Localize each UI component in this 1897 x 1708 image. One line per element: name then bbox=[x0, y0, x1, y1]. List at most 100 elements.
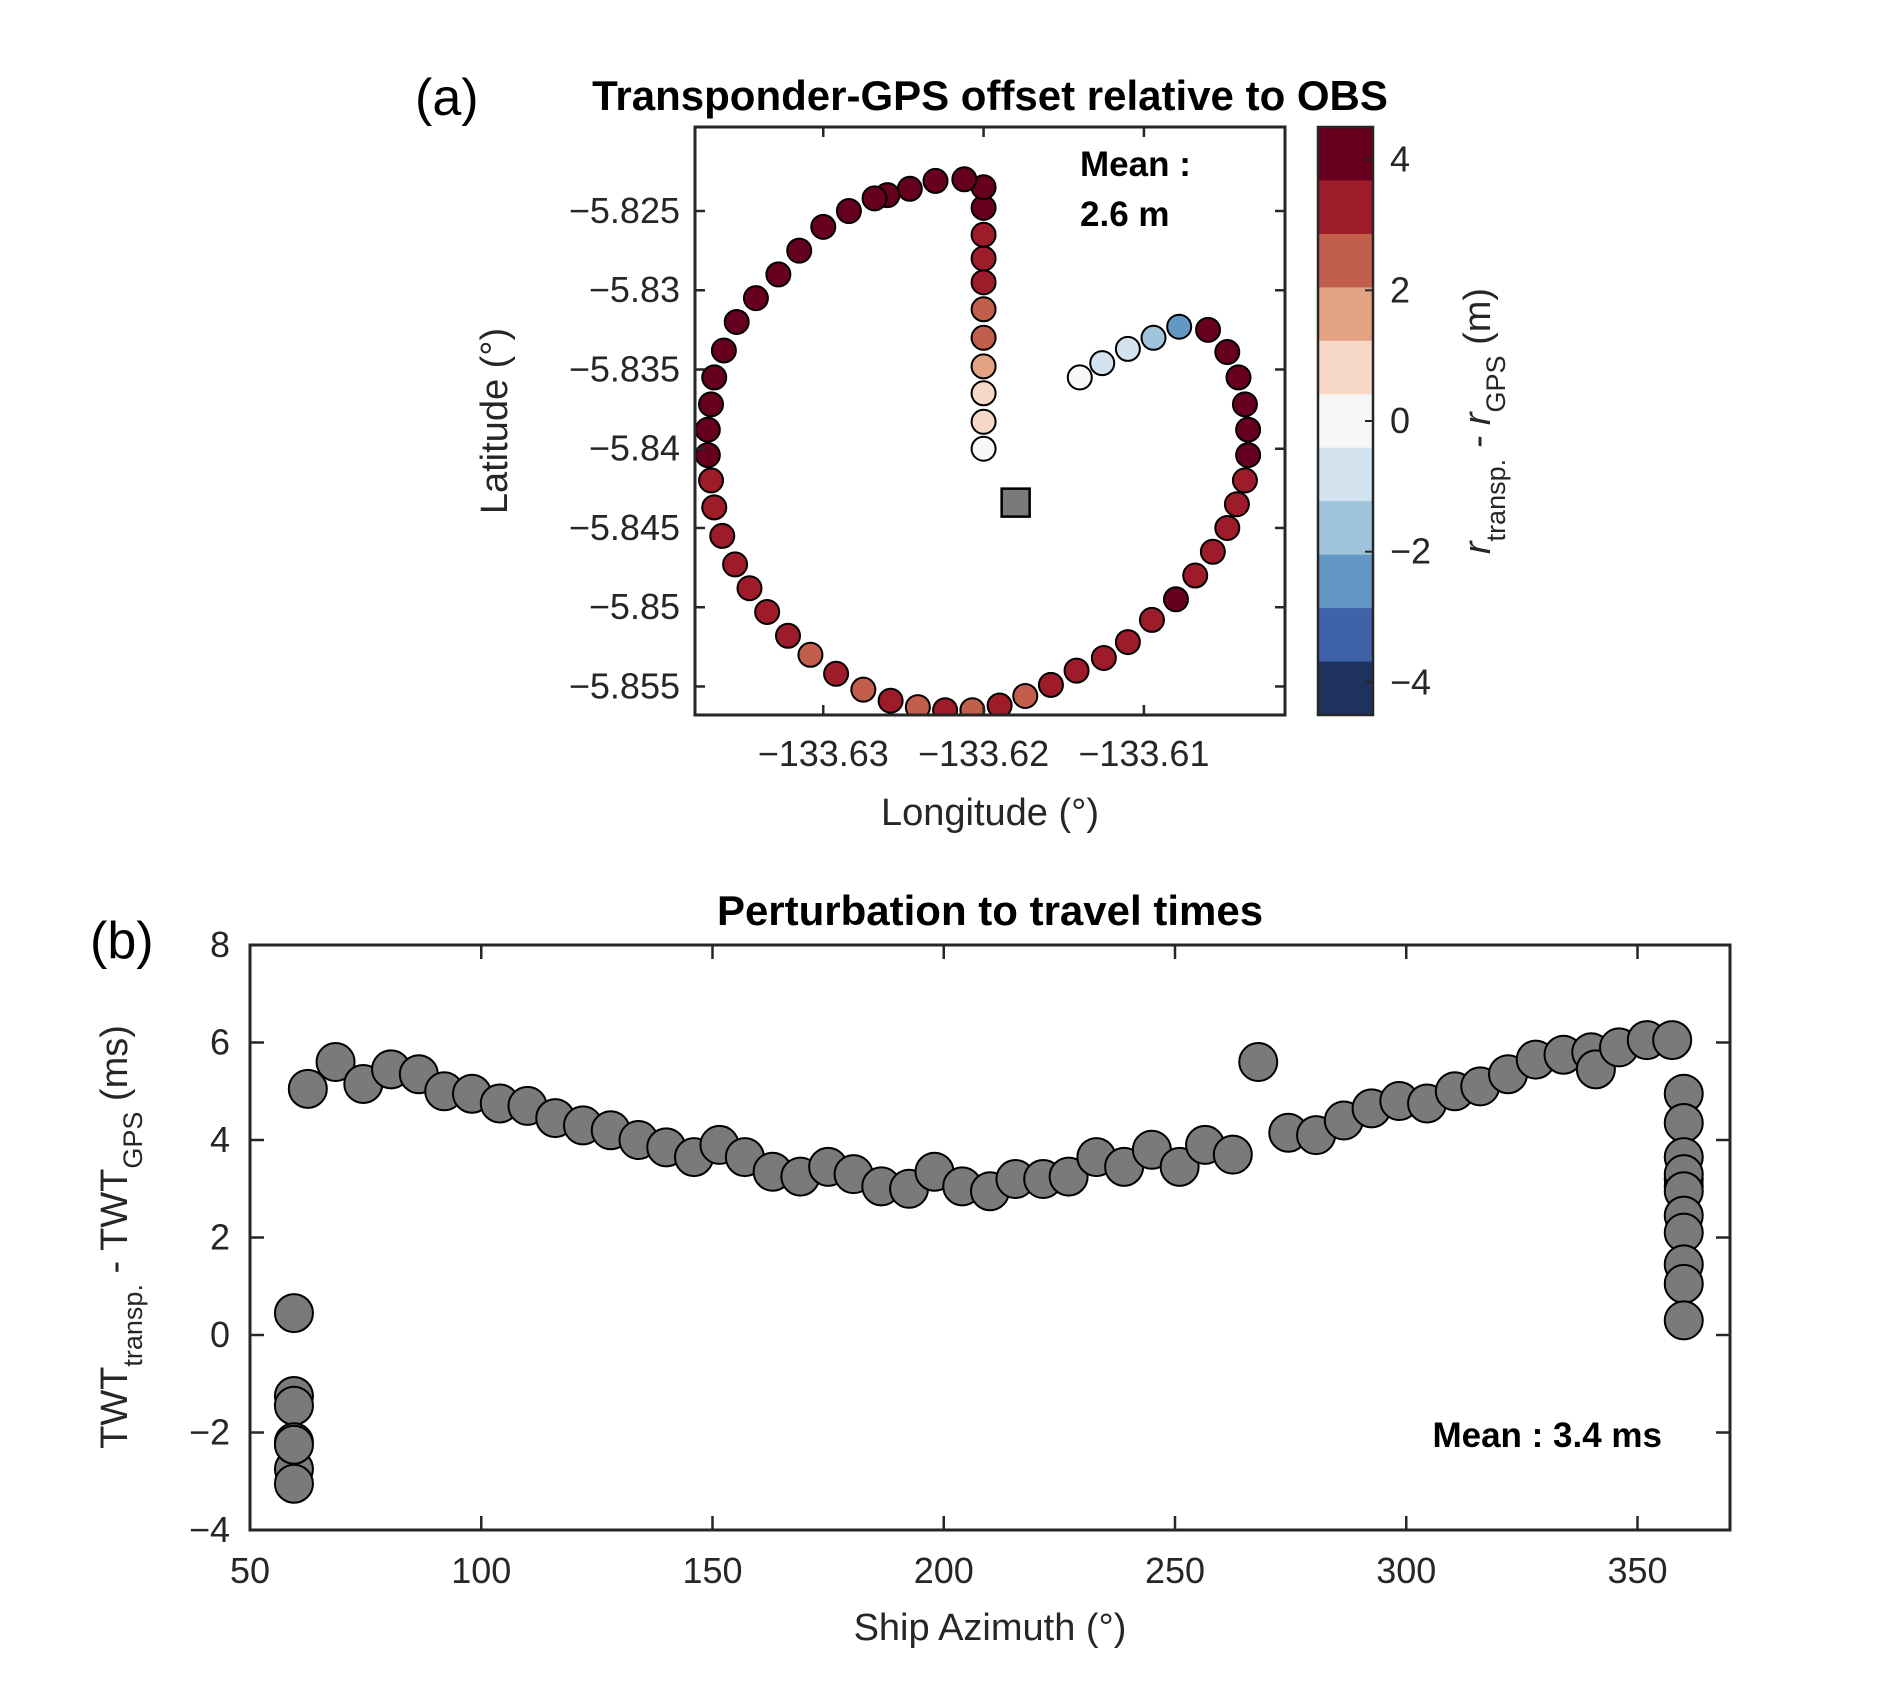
x-tick-label: 300 bbox=[1376, 1550, 1436, 1591]
data-point bbox=[1231, 467, 1258, 494]
data-point bbox=[1182, 562, 1209, 589]
colorbar-segment bbox=[1318, 661, 1373, 716]
x-tick-label: 200 bbox=[914, 1550, 974, 1591]
panel-b-mean-annotation: Mean : 3.4 ms bbox=[1432, 1416, 1662, 1455]
data-point bbox=[774, 622, 801, 649]
panel-a-mean-line2: 2.6 m bbox=[1080, 195, 1170, 234]
data-point bbox=[1663, 1102, 1704, 1143]
panel-a-x-ticks: −133.63 −133.62 −133.61 bbox=[758, 127, 1209, 774]
x-tick-label: 250 bbox=[1145, 1550, 1205, 1591]
x-tick-label: −133.63 bbox=[758, 733, 889, 774]
colorbar-segment bbox=[1318, 554, 1373, 609]
panel-b-y-label-unit: (ms) bbox=[94, 1025, 136, 1112]
data-point bbox=[1235, 416, 1262, 443]
data-point bbox=[1166, 313, 1193, 340]
x-tick-label: −133.62 bbox=[918, 733, 1049, 774]
data-point bbox=[970, 324, 997, 351]
data-point bbox=[970, 353, 997, 380]
data-point bbox=[922, 167, 949, 194]
data-point bbox=[786, 237, 813, 264]
data-point bbox=[896, 175, 923, 202]
panel-b-x-ticks: 50 100 150 200 250 300 350 bbox=[230, 945, 1668, 1591]
data-point bbox=[1089, 350, 1116, 377]
data-point bbox=[1114, 629, 1141, 656]
data-point bbox=[273, 1293, 314, 1334]
colorbar-segment bbox=[1318, 608, 1373, 663]
data-point bbox=[1235, 442, 1262, 469]
data-point bbox=[701, 494, 728, 521]
y-tick-label: −5.835 bbox=[569, 348, 680, 389]
panel-b-label: (b) bbox=[90, 912, 154, 970]
data-point bbox=[823, 660, 850, 687]
data-point bbox=[695, 442, 721, 469]
obs-marker bbox=[1000, 487, 1031, 518]
data-point bbox=[1223, 491, 1250, 518]
data-point bbox=[710, 337, 737, 364]
data-point bbox=[861, 185, 888, 212]
colorbar-tick-label: 4 bbox=[1390, 139, 1410, 180]
data-point bbox=[695, 416, 721, 443]
data-point bbox=[970, 296, 997, 323]
panel-b-y-axis-label: TWTtransp. - TWTGPS (ms) bbox=[94, 1025, 148, 1449]
data-point bbox=[877, 687, 904, 714]
y-tick-label: −2 bbox=[189, 1412, 230, 1453]
colorbar-label-mid: - r bbox=[1457, 411, 1499, 459]
data-point bbox=[1652, 1020, 1693, 1061]
data-point bbox=[287, 1068, 328, 1109]
data-point bbox=[1114, 335, 1141, 362]
y-tick-label: −5.845 bbox=[569, 507, 680, 548]
y-tick-label: −5.855 bbox=[569, 665, 680, 706]
colorbar-tick-label: 2 bbox=[1390, 269, 1410, 310]
data-point bbox=[1159, 1146, 1200, 1187]
data-point bbox=[742, 285, 769, 312]
data-point bbox=[970, 221, 997, 248]
data-point bbox=[765, 261, 792, 288]
colorbar-tick-label: 0 bbox=[1390, 400, 1410, 441]
data-point bbox=[986, 692, 1013, 715]
data-point bbox=[1214, 514, 1241, 541]
y-tick-label: −4 bbox=[189, 1509, 230, 1550]
data-point bbox=[1066, 364, 1093, 391]
panel-b-points bbox=[273, 1020, 1704, 1504]
panel-b-y-label-main: TWT bbox=[94, 1367, 136, 1449]
data-point bbox=[1663, 1263, 1704, 1304]
y-tick-label: −5.84 bbox=[589, 428, 680, 469]
y-tick-label: −5.825 bbox=[569, 190, 680, 231]
data-point bbox=[709, 522, 736, 549]
colorbar bbox=[1316, 125, 1375, 717]
data-point bbox=[1012, 682, 1039, 709]
colorbar-tick-label: −2 bbox=[1390, 531, 1431, 572]
data-point bbox=[1140, 324, 1167, 351]
y-tick-label: −5.83 bbox=[589, 269, 680, 310]
data-point bbox=[273, 1463, 314, 1504]
colorbar-segment bbox=[1318, 394, 1373, 449]
data-point bbox=[797, 641, 824, 668]
colorbar-label-unit: (m) bbox=[1457, 288, 1499, 356]
panel-a: (a) Transponder-GPS offset relative to O… bbox=[415, 69, 1511, 834]
data-point bbox=[315, 1042, 356, 1082]
panel-a-y-ticks: −5.825 −5.83 −5.835 −5.84 −5.845 −5.85 −5.855 bbox=[569, 190, 1285, 706]
data-point bbox=[970, 408, 997, 435]
data-point bbox=[970, 380, 997, 407]
x-tick-label: 100 bbox=[451, 1550, 511, 1591]
colorbar-segment bbox=[1318, 340, 1373, 395]
data-point bbox=[1212, 1134, 1253, 1175]
data-point bbox=[1048, 1156, 1089, 1197]
data-point bbox=[970, 245, 997, 272]
data-point bbox=[1037, 671, 1064, 698]
y-tick-label: 6 bbox=[210, 1022, 230, 1063]
data-point bbox=[1138, 606, 1165, 633]
y-tick-label: 8 bbox=[210, 924, 230, 965]
panel-a-y-axis-label: Latitude (°) bbox=[474, 328, 516, 514]
panel-b-x-axis-label: Ship Azimuth (°) bbox=[854, 1607, 1127, 1649]
data-point bbox=[273, 1385, 314, 1426]
colorbar-segment bbox=[1318, 287, 1373, 342]
colorbar-segment bbox=[1318, 127, 1373, 181]
y-tick-label: 0 bbox=[210, 1314, 230, 1355]
data-point bbox=[698, 391, 725, 418]
colorbar-segment bbox=[1318, 180, 1373, 235]
colorbar-segment bbox=[1318, 447, 1373, 502]
data-point bbox=[970, 269, 997, 296]
colorbar-ticks: 4 2 0 −2 −4 bbox=[1365, 139, 1431, 702]
